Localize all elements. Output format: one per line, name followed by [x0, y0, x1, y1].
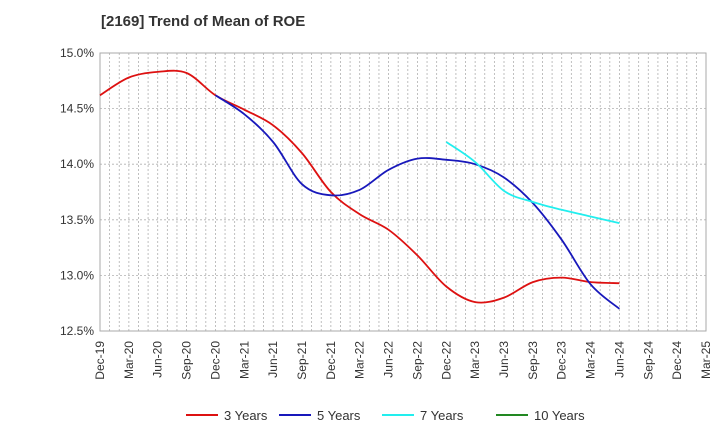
x-tick-label: Dec-24 [670, 341, 684, 380]
x-tick-label: Dec-22 [439, 341, 453, 380]
x-tick-label: Mar-25 [699, 341, 713, 379]
plot-frame [99, 52, 707, 332]
legend-label: 5 Years [317, 408, 361, 423]
series-line [99, 69, 620, 304]
x-tick-label: Dec-21 [324, 341, 338, 380]
tick-labels: 12.5% 13.0% 13.5% 14.0% 14.5% 15.0% Dec-19 Mar-… [60, 46, 713, 380]
legend: 3 Years 5 Years 7 Years 10 Years [186, 408, 585, 423]
y-tick-label: 12.5% [60, 324, 94, 338]
y-tick-label: 14.0% [60, 157, 94, 171]
x-tick-label: Mar-20 [122, 341, 136, 379]
y-tick-label: 13.0% [60, 268, 94, 282]
x-tick-label: Sep-22 [410, 341, 424, 380]
x-tick-label: Sep-24 [641, 341, 655, 380]
x-tick-label: Jun-20 [151, 341, 165, 378]
legend-label: 3 Years [224, 408, 268, 423]
series-layer [99, 69, 620, 310]
x-tick-label: Mar-23 [468, 341, 482, 379]
series-line [445, 141, 620, 224]
x-tick-label: Dec-20 [208, 341, 222, 380]
x-tick-label: Dec-19 [93, 341, 107, 380]
x-tick-label: Dec-23 [555, 341, 569, 380]
x-tick-label: Mar-22 [353, 341, 367, 379]
series-line [214, 94, 620, 310]
x-tick-label: Mar-21 [237, 341, 251, 379]
grid [100, 52, 706, 332]
y-tick-label: 14.5% [60, 102, 94, 116]
legend-label: 10 Years [534, 408, 585, 423]
legend-label: 7 Years [420, 408, 464, 423]
x-tick-label: Sep-23 [526, 341, 540, 380]
y-tick-label: 13.5% [60, 213, 94, 227]
x-tick-label: Jun-21 [266, 341, 280, 378]
x-tick-label: Sep-20 [180, 341, 194, 380]
y-tick-label: 15.0% [60, 46, 94, 60]
chart-title: [2169] Trend of Mean of ROE [101, 13, 306, 30]
x-tick-label: Mar-24 [584, 341, 598, 379]
x-tick-label: Sep-21 [295, 341, 309, 380]
x-tick-label: Jun-24 [612, 341, 626, 378]
x-tick-label: Jun-22 [382, 341, 396, 378]
x-tick-label: Jun-23 [497, 341, 511, 378]
axes [99, 52, 707, 332]
